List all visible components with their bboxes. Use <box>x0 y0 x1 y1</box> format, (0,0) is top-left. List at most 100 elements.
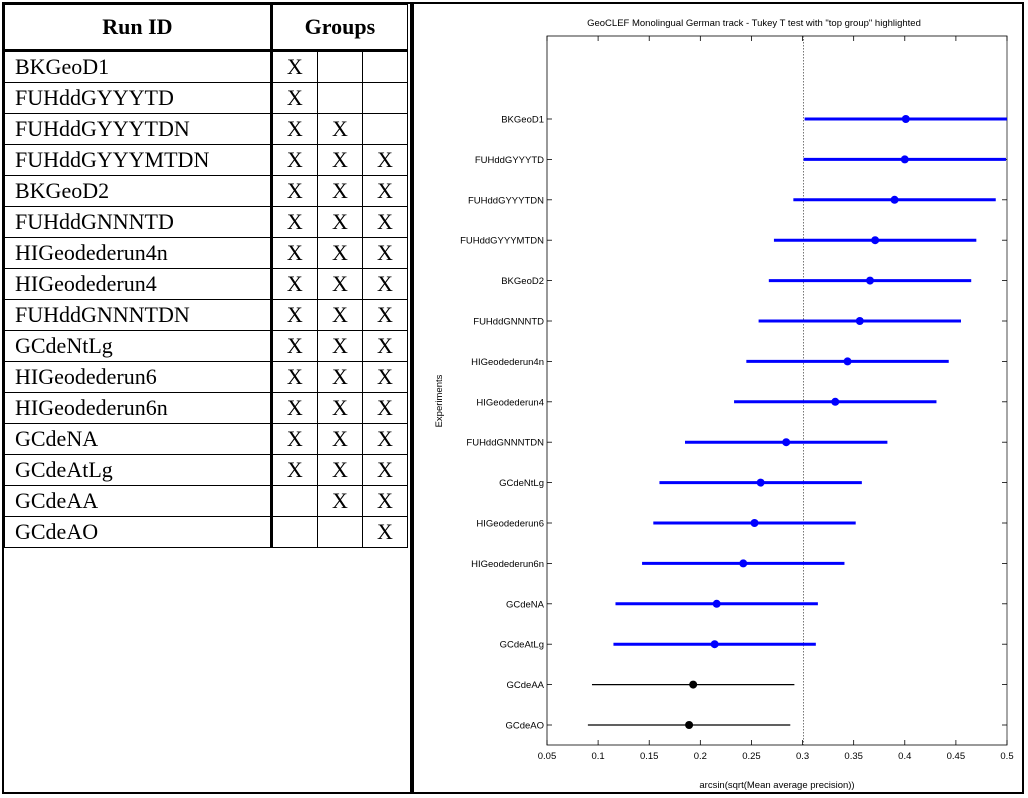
group-3-cell: X <box>361 144 409 176</box>
table-row: FUHddGYYYTDN X X <box>4 113 409 145</box>
groups-table-panel: Run ID Groups BKGeoD1 X FUHddGYYYTD X FUHddG… <box>4 4 414 792</box>
run-id-cell: GCdeAO <box>4 516 273 548</box>
y-tick-label: FUHddGYYYTD <box>475 155 544 166</box>
x-tick-label: 0.35 <box>844 751 863 762</box>
group-2-cell: X <box>316 454 363 486</box>
run-id-cell: GCdeNtLg <box>4 330 273 362</box>
group-1-cell: X <box>270 423 318 455</box>
group-2-cell: X <box>316 175 363 207</box>
y-tick-label: GCdeAO <box>505 721 544 732</box>
group-3-cell: X <box>361 237 409 269</box>
table-header-row: Run ID Groups <box>4 4 409 52</box>
group-2-cell: X <box>316 268 363 300</box>
y-axis-label: Experiments <box>434 374 445 427</box>
tukey-chart: GeoCLEF Monolingual German track - Tukey… <box>434 18 1014 791</box>
run-id-cell: FUHddGYYYTD <box>4 82 273 114</box>
run-id-cell: FUHddGNNNTD <box>4 206 273 238</box>
y-tick-label: HIGeodederun4 <box>476 397 544 408</box>
mean-marker <box>782 438 791 447</box>
table-row: FUHddGYYYMTDN X X X <box>4 144 409 176</box>
y-tick-label: FUHddGNNNTDN <box>466 438 544 449</box>
group-1-cell: X <box>270 392 318 424</box>
run-id-cell: BKGeoD1 <box>4 50 273 83</box>
group-1-cell: X <box>270 113 318 145</box>
table-row: GCdeAA X X <box>4 485 409 517</box>
group-1-cell: X <box>270 237 318 269</box>
group-1-cell <box>270 485 318 517</box>
group-2-cell: X <box>316 485 363 517</box>
mean-marker <box>866 276 875 285</box>
table-row: HIGeodederun4 X X X <box>4 268 409 300</box>
mean-marker <box>712 599 721 608</box>
group-3-cell: X <box>361 330 409 362</box>
run-id-cell: GCdeNA <box>4 423 273 455</box>
groups-header: Groups <box>270 4 409 52</box>
group-1-cell: X <box>270 144 318 176</box>
mean-marker <box>739 559 748 568</box>
group-3-cell: X <box>361 361 409 393</box>
group-3-cell: X <box>361 423 409 455</box>
y-tick-label: FUHddGNNNTD <box>473 317 544 328</box>
reference-lines <box>803 36 1008 745</box>
group-3-cell: X <box>361 206 409 238</box>
x-tick-label: 0.05 <box>538 751 557 762</box>
table-body: BKGeoD1 X FUHddGYYYTD X FUHddGYYYTDN X X FUHddG… <box>4 50 409 548</box>
mean-marker <box>843 357 852 366</box>
y-tick-label: FUHddGYYYTDN <box>468 195 544 206</box>
y-tick-label: HIGeodederun6 <box>476 519 544 530</box>
table-row: BKGeoD1 X <box>4 50 409 83</box>
table-row: FUHddGNNNTDN X X X <box>4 299 409 331</box>
plot-area <box>546 35 1008 746</box>
axis-ticks: 0.05 0.1 0.15 0.2 0.25 0.3 0.35 0.4 0.45 0.5 <box>538 36 1014 762</box>
group-2-cell: X <box>316 206 363 238</box>
y-tick-labels: BKGeoD1 FUHddGYYYTD FUHddGYYYTDN FUHddGYYYM… <box>460 115 545 732</box>
mean-marker <box>855 317 864 325</box>
group-2-cell: X <box>316 113 363 145</box>
group-1-cell: X <box>270 454 318 486</box>
group-3-cell <box>361 82 409 114</box>
group-3-cell: X <box>361 268 409 300</box>
run-id-cell: FUHddGYYYMTDN <box>4 144 273 176</box>
x-tick-label: 0.15 <box>640 751 659 762</box>
table-row: GCdeNA X X X <box>4 423 409 455</box>
table-row: GCdeAtLg X X X <box>4 454 409 486</box>
group-1-cell: X <box>270 330 318 362</box>
group-1-cell: X <box>270 82 318 114</box>
group-1-cell: X <box>270 361 318 393</box>
run-id-cell: GCdeAA <box>4 485 273 517</box>
table-row: FUHddGNNNTD X X X <box>4 206 409 238</box>
run-id-cell: FUHddGNNNTDN <box>4 299 273 331</box>
mean-marker <box>685 721 694 729</box>
group-2-cell <box>316 50 363 83</box>
mean-marker <box>871 236 880 245</box>
group-3-cell: X <box>361 516 409 548</box>
mean-marker <box>890 195 899 204</box>
table-row: GCdeAO X <box>4 516 409 548</box>
mean-marker <box>756 478 765 487</box>
group-1-cell: X <box>270 299 318 331</box>
run-id-cell: FUHddGYYYTDN <box>4 113 273 145</box>
x-tick-label: 0.4 <box>898 751 911 762</box>
x-tick-label: 0.1 <box>592 751 605 762</box>
y-tick-label: FUHddGYYYMTDN <box>460 236 544 247</box>
y-tick-label: BKGeoD1 <box>501 115 544 126</box>
mean-marker <box>831 397 840 406</box>
group-2-cell: X <box>316 330 363 362</box>
interval-marks <box>587 115 1007 729</box>
chart-title: GeoCLEF Monolingual German track - Tukey… <box>587 18 921 29</box>
group-2-cell <box>316 516 363 548</box>
group-1-cell: X <box>270 50 318 83</box>
table-row: HIGeodederun6 X X X <box>4 361 409 393</box>
y-tick-label: GCdeNA <box>506 599 545 610</box>
table-row: BKGeoD2 X X X <box>4 175 409 207</box>
group-1-cell: X <box>270 206 318 238</box>
y-tick-label: HIGeodederun4n <box>471 357 544 368</box>
tukey-chart-panel: GeoCLEF Monolingual German track - Tukey… <box>414 4 1022 792</box>
y-tick-label: HIGeodederun6n <box>471 559 544 570</box>
run-id-cell: HIGeodederun4n <box>4 237 273 269</box>
group-2-cell: X <box>316 299 363 331</box>
mean-marker <box>901 115 910 123</box>
run-id-header: Run ID <box>4 4 273 52</box>
group-2-cell: X <box>316 237 363 269</box>
